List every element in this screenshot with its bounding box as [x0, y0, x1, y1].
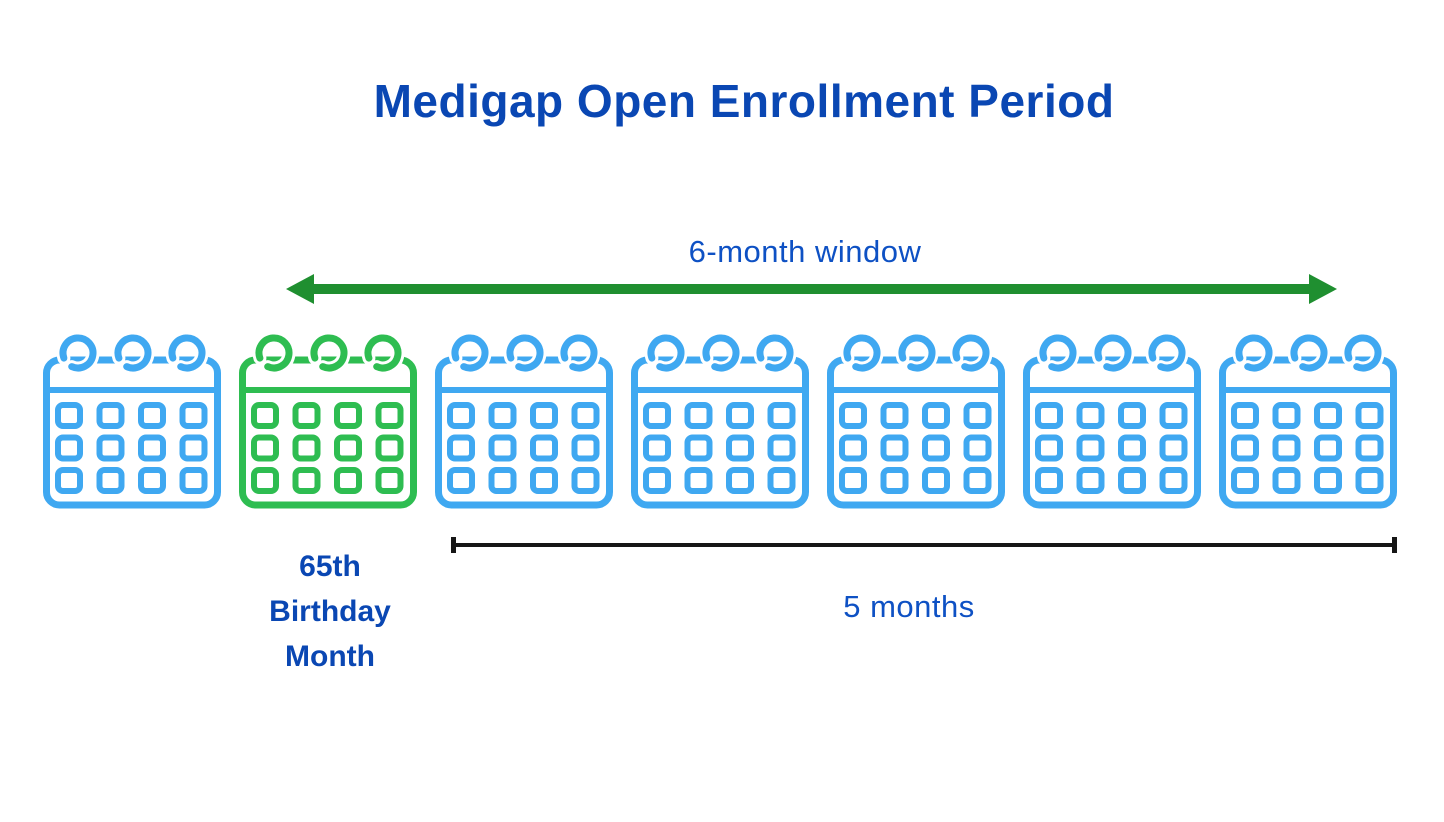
arrow-left-head-icon: [286, 274, 314, 304]
calendar-icon-month-1: [42, 332, 222, 512]
calendar-icon-month-7: [1218, 332, 1398, 512]
five-months-span-line: [451, 537, 1397, 553]
birthday-month-label: 65th Birthday Month: [269, 550, 391, 673]
six-month-window-label: 6-month window: [688, 234, 922, 269]
calendar-icon-month-2-birthday: [238, 332, 418, 512]
calendar-icon-month-6: [1022, 332, 1202, 512]
six-month-window-arrow: [286, 274, 1337, 304]
arrow-right-head-icon: [1309, 274, 1337, 304]
calendar-icon-month-3: [434, 332, 614, 512]
calendar-icon-month-5: [826, 332, 1006, 512]
diagram-title: Medigap Open Enrollment Period: [373, 75, 1115, 127]
span-right-tick: [1392, 537, 1397, 553]
calendar-icon-month-4: [630, 332, 810, 512]
span-bar: [453, 543, 1395, 547]
five-months-label: 5 months: [843, 589, 975, 624]
arrow-shaft: [306, 284, 1317, 294]
